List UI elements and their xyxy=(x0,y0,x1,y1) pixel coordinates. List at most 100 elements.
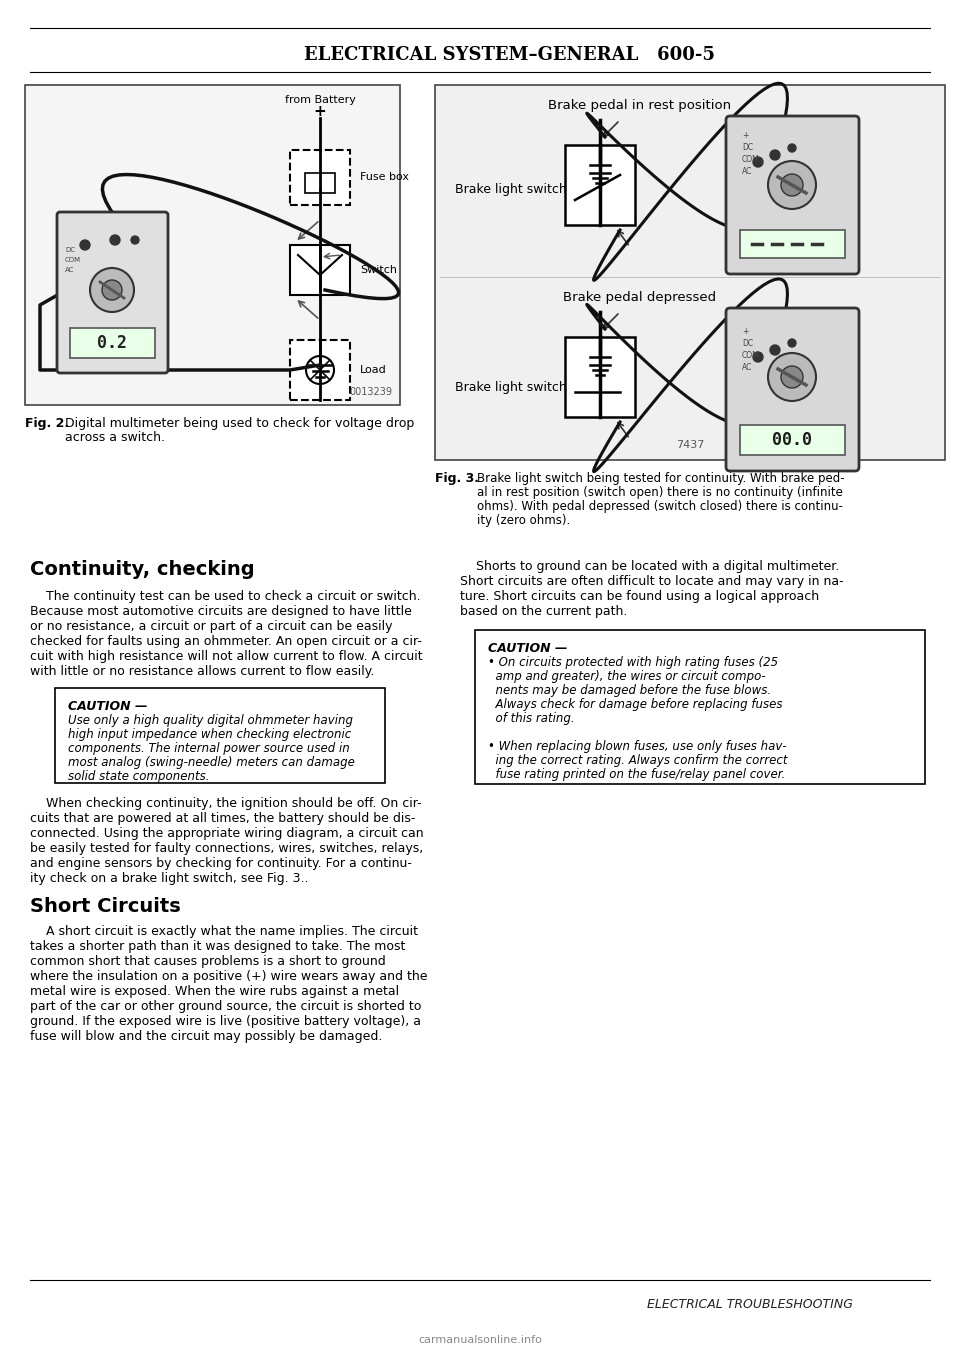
Text: common short that causes problems is a short to ground: common short that causes problems is a s… xyxy=(30,955,386,968)
Text: with little or no resistance allows current to flow easily.: with little or no resistance allows curr… xyxy=(30,665,374,678)
Text: solid state components.: solid state components. xyxy=(68,769,209,783)
Text: DC: DC xyxy=(742,338,754,347)
Bar xyxy=(740,229,845,258)
Text: AC: AC xyxy=(65,267,74,273)
Bar xyxy=(740,425,845,455)
Text: Load: Load xyxy=(360,365,387,375)
Circle shape xyxy=(753,157,763,167)
FancyBboxPatch shape xyxy=(726,115,859,274)
Text: fuse will blow and the circuit may possibly be damaged.: fuse will blow and the circuit may possi… xyxy=(30,1030,382,1044)
Text: Fig. 3.: Fig. 3. xyxy=(435,472,479,484)
Circle shape xyxy=(788,339,796,347)
Circle shape xyxy=(306,356,334,384)
Bar xyxy=(475,630,925,784)
Circle shape xyxy=(770,345,780,356)
Text: +: + xyxy=(742,132,749,141)
Text: Brake pedal in rest position: Brake pedal in rest position xyxy=(548,99,732,111)
Text: CAUTION —: CAUTION — xyxy=(68,700,148,712)
Circle shape xyxy=(80,240,90,250)
Text: Always check for damage before replacing fuses: Always check for damage before replacing… xyxy=(488,697,782,711)
Bar xyxy=(435,85,945,460)
Text: CAUTION —: CAUTION — xyxy=(488,642,567,655)
Text: ohms). With pedal depressed (switch closed) there is continu-: ohms). With pedal depressed (switch clos… xyxy=(477,499,843,513)
Text: A short circuit is exactly what the name implies. The circuit: A short circuit is exactly what the name… xyxy=(30,925,418,938)
Text: 0013239: 0013239 xyxy=(349,387,392,398)
Text: When checking continuity, the ignition should be off. On cir-: When checking continuity, the ignition s… xyxy=(30,797,421,810)
Circle shape xyxy=(90,267,134,312)
Circle shape xyxy=(768,353,816,402)
Bar xyxy=(290,151,350,205)
Text: +: + xyxy=(742,327,749,335)
FancyBboxPatch shape xyxy=(726,308,859,471)
Text: 0.2: 0.2 xyxy=(97,334,127,351)
Text: Because most automotive circuits are designed to have little: Because most automotive circuits are des… xyxy=(30,605,412,617)
Text: from Battery: from Battery xyxy=(284,95,355,104)
Text: Fuse box: Fuse box xyxy=(360,172,409,182)
Text: The continuity test can be used to check a circuit or switch.: The continuity test can be used to check… xyxy=(30,590,420,603)
Circle shape xyxy=(131,236,139,244)
Text: ELECTRICAL SYSTEM–GENERAL   600-5: ELECTRICAL SYSTEM–GENERAL 600-5 xyxy=(304,46,715,64)
Text: • On circuits protected with high rating fuses (25: • On circuits protected with high rating… xyxy=(488,655,779,669)
Bar xyxy=(290,341,350,400)
Text: cuits that are powered at all times, the battery should be dis-: cuits that are powered at all times, the… xyxy=(30,811,416,825)
Text: ity (zero ohms).: ity (zero ohms). xyxy=(477,514,570,527)
Text: Continuity, checking: Continuity, checking xyxy=(30,560,254,579)
Text: amp and greater), the wires or circuit compo-: amp and greater), the wires or circuit c… xyxy=(488,670,766,683)
Text: DC: DC xyxy=(65,247,75,252)
Text: Shorts to ground can be located with a digital multimeter.: Shorts to ground can be located with a d… xyxy=(460,560,839,573)
Text: ing the correct rating. Always confirm the correct: ing the correct rating. Always confirm t… xyxy=(488,754,787,767)
Text: across a switch.: across a switch. xyxy=(65,432,165,444)
Text: Brake light switch: Brake light switch xyxy=(455,183,566,197)
Text: Brake light switch: Brake light switch xyxy=(455,380,566,394)
FancyBboxPatch shape xyxy=(57,212,168,373)
Text: +: + xyxy=(314,104,326,119)
Text: ground. If the exposed wire is live (positive battery voltage), a: ground. If the exposed wire is live (pos… xyxy=(30,1015,421,1029)
Text: ELECTRICAL TROUBLESHOOTING: ELECTRICAL TROUBLESHOOTING xyxy=(647,1299,852,1311)
Text: cuit with high resistance will not allow current to flow. A circuit: cuit with high resistance will not allow… xyxy=(30,650,422,664)
Text: carmanualsonline.info: carmanualsonline.info xyxy=(418,1335,542,1345)
Text: Short Circuits: Short Circuits xyxy=(30,897,180,916)
Text: DC: DC xyxy=(742,144,754,152)
Text: where the insulation on a positive (+) wire wears away and the: where the insulation on a positive (+) w… xyxy=(30,970,427,982)
Text: Short circuits are often difficult to locate and may vary in na-: Short circuits are often difficult to lo… xyxy=(460,575,844,588)
Text: be easily tested for faulty connections, wires, switches, relays,: be easily tested for faulty connections,… xyxy=(30,841,423,855)
Text: • When replacing blown fuses, use only fuses hav-: • When replacing blown fuses, use only f… xyxy=(488,740,786,753)
Text: of this rating.: of this rating. xyxy=(488,712,575,725)
Text: metal wire is exposed. When the wire rubs against a metal: metal wire is exposed. When the wire rub… xyxy=(30,985,399,997)
Text: Brake light switch being tested for continuity. With brake ped-: Brake light switch being tested for cont… xyxy=(477,472,845,484)
Text: based on the current path.: based on the current path. xyxy=(460,605,628,617)
Text: part of the car or other ground source, the circuit is shorted to: part of the car or other ground source, … xyxy=(30,1000,421,1012)
Circle shape xyxy=(102,280,122,300)
Text: takes a shorter path than it was designed to take. The most: takes a shorter path than it was designe… xyxy=(30,940,405,953)
Text: 7437: 7437 xyxy=(676,440,705,451)
Text: COM: COM xyxy=(65,256,82,263)
Circle shape xyxy=(781,366,803,388)
Text: Switch: Switch xyxy=(360,265,397,275)
Text: Brake pedal depressed: Brake pedal depressed xyxy=(564,290,716,304)
Text: AC: AC xyxy=(742,167,753,176)
Bar xyxy=(70,328,155,358)
Text: or no resistance, a circuit or part of a circuit can be easily: or no resistance, a circuit or part of a… xyxy=(30,620,393,632)
Text: checked for faults using an ohmmeter. An open circuit or a cir-: checked for faults using an ohmmeter. An… xyxy=(30,635,421,649)
Text: Use only a high quality digital ohmmeter having: Use only a high quality digital ohmmeter… xyxy=(68,714,353,727)
Bar xyxy=(565,145,635,225)
Circle shape xyxy=(788,144,796,152)
Text: components. The internal power source used in: components. The internal power source us… xyxy=(68,742,349,754)
Text: ity check on a brake light switch, see Fig. 3..: ity check on a brake light switch, see F… xyxy=(30,873,308,885)
Bar xyxy=(290,246,350,294)
Bar xyxy=(565,337,635,417)
Circle shape xyxy=(781,174,803,195)
Circle shape xyxy=(110,235,120,246)
Text: al in rest position (switch open) there is no continuity (infinite: al in rest position (switch open) there … xyxy=(477,486,843,499)
Bar xyxy=(305,172,335,193)
Text: AC: AC xyxy=(742,362,753,372)
Text: connected. Using the appropriate wiring diagram, a circuit can: connected. Using the appropriate wiring … xyxy=(30,826,423,840)
Text: COM: COM xyxy=(742,350,759,360)
Text: Digital multimeter being used to check for voltage drop: Digital multimeter being used to check f… xyxy=(65,417,415,430)
Text: and engine sensors by checking for continuity. For a continu-: and engine sensors by checking for conti… xyxy=(30,858,412,870)
Text: ture. Short circuits can be found using a logical approach: ture. Short circuits can be found using … xyxy=(460,590,819,603)
Text: COM: COM xyxy=(742,156,759,164)
Circle shape xyxy=(753,351,763,362)
Text: 00.0: 00.0 xyxy=(772,432,812,449)
Text: high input impedance when checking electronic: high input impedance when checking elect… xyxy=(68,727,351,741)
